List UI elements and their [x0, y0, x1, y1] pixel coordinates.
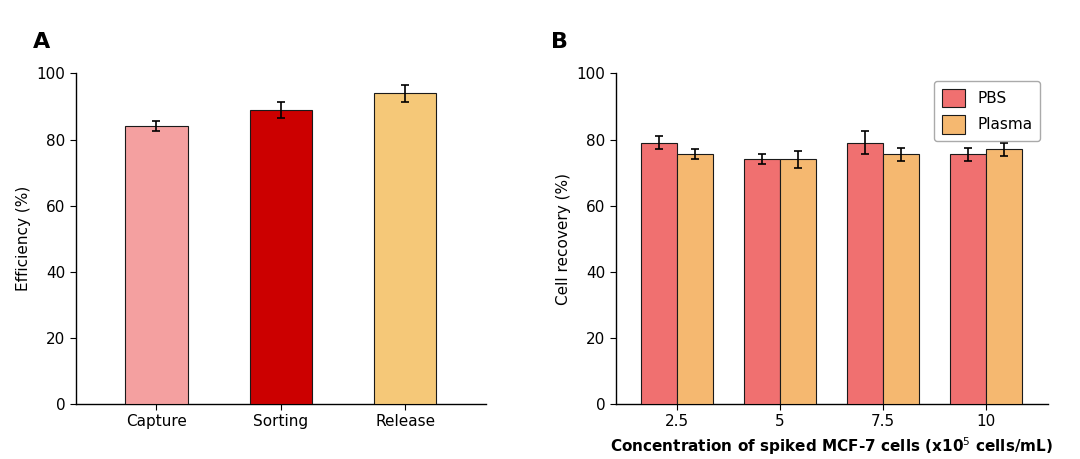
Bar [950, 154, 986, 404]
Bar [744, 159, 780, 404]
Bar [125, 126, 188, 404]
Bar [780, 159, 816, 404]
Text: B: B [551, 32, 568, 52]
Bar [883, 154, 919, 404]
X-axis label: Concentration of spiked MCF-7 cells (x10$^5$ cells/mL): Concentration of spiked MCF-7 cells (x10… [610, 435, 1053, 457]
Bar [374, 93, 436, 404]
Text: A: A [32, 32, 50, 52]
Bar [677, 154, 713, 404]
Bar [249, 110, 312, 404]
Bar [847, 143, 883, 404]
Y-axis label: Efficiency (%): Efficiency (%) [16, 186, 30, 291]
Y-axis label: Cell recovery (%): Cell recovery (%) [556, 173, 570, 305]
Bar [642, 143, 677, 404]
Legend: PBS, Plasma: PBS, Plasma [934, 81, 1040, 141]
Bar [986, 150, 1022, 404]
